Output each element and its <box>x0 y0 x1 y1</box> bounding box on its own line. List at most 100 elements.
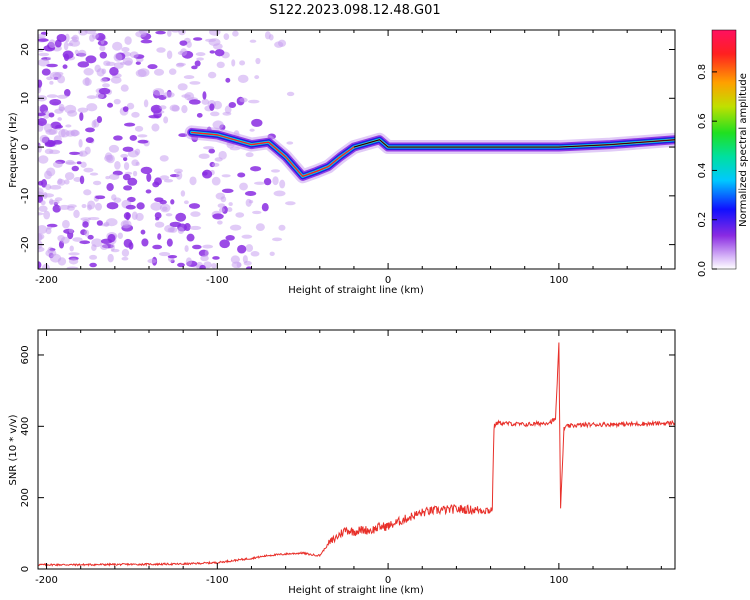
spectrogram-noise-blob <box>191 65 198 70</box>
spectrogram-noise-blob <box>155 30 166 35</box>
spectrogram-noise-blob <box>165 213 173 217</box>
spectrogram-noise-blob <box>239 97 248 103</box>
spectrogram-noise-blob <box>100 244 109 251</box>
spectrogram-noise-blob <box>49 98 62 106</box>
spectrogram-noise-blob <box>121 256 129 261</box>
spectrogram-noise-blob <box>95 92 105 99</box>
spectrogram-noise-blob <box>218 150 227 160</box>
spectrogram-noise-blob <box>236 262 242 268</box>
spectrogram-noise-blob <box>120 84 129 92</box>
snr-plot-area <box>38 330 675 569</box>
spectrogram-noise-blob <box>235 212 245 218</box>
spectrogram-noise-blob <box>175 62 185 68</box>
spectrogram-noise-blob <box>221 174 231 178</box>
spectrogram-noise-blob <box>106 183 114 192</box>
spectrogram-noise-blob <box>268 34 274 41</box>
spectrogram-noise-blob <box>272 176 279 186</box>
spectrogram-noise-blob <box>98 87 111 95</box>
spectrogram-noise-blob <box>150 202 162 211</box>
spectrogram-noise-blob <box>237 172 246 178</box>
spectrogram-noise-blob <box>106 202 119 210</box>
spectrogram-x-label: Height of straight line (km) <box>288 285 424 296</box>
spectrogram-x-ticks: -200 -100 0 100 <box>35 30 662 286</box>
spectrogram-frame <box>37 29 676 270</box>
spectrogram-noise-blob <box>129 51 139 59</box>
spectrogram-noise-blob <box>186 40 192 48</box>
snr-frame <box>37 329 676 570</box>
snr-x-tick-label: 0 <box>385 575 391 586</box>
spectrogram-noise-blob <box>38 112 46 116</box>
spectrogram-noise-blob <box>225 77 231 83</box>
spectrogram-noise-blob <box>71 165 79 172</box>
spectrogram-noise-blob <box>196 57 204 61</box>
spectrogram-noise-blob <box>136 202 145 210</box>
spectrogram-noise-blob <box>184 223 191 232</box>
spectrogram-noise-blob <box>107 253 114 263</box>
spectrogram-noise-blob <box>50 121 62 130</box>
spectrogram-noise-blob <box>226 207 233 212</box>
snr-x-label: Height of straight line (km) <box>288 585 424 596</box>
spectrogram-noise-blob <box>107 102 114 108</box>
spectrogram-noise-blob <box>117 232 123 239</box>
spectrogram-noise-blob <box>49 80 54 85</box>
spectrogram-noise-blob <box>205 38 216 42</box>
spectrogram-noise-blob <box>231 59 236 67</box>
spectrogram-noise-blob <box>38 118 47 126</box>
spectrogram-noise-blob <box>48 39 56 49</box>
spectrogram-noise-blob <box>232 30 239 37</box>
spectrogram-noise-blob <box>49 198 54 206</box>
spectrogram-noise-blob <box>68 258 79 265</box>
spectrogram-noise-blob <box>168 68 177 75</box>
spectrogram-noise-blob <box>100 78 108 83</box>
spectrogram-noise-blob <box>229 224 242 231</box>
spectrogram-noise-blob <box>40 200 46 206</box>
spectrogram-noise-blob <box>54 39 62 48</box>
spectrogram-noise-blob <box>46 56 52 61</box>
spectrogram-noise-blob <box>150 104 162 114</box>
spectrogram-noise-blob <box>186 233 195 242</box>
spectrogram-noise-blob <box>163 178 174 183</box>
spectrogram-noise-blob <box>38 58 50 67</box>
snr-x-tick-label: -200 <box>35 575 58 586</box>
spectrogram-noise-blob <box>272 237 283 242</box>
spectrogram-noise-blob <box>211 263 217 269</box>
spectrogram-noise-blob <box>170 199 175 205</box>
spectrogram-noise-blob <box>122 220 129 227</box>
spectrogram-noise-blob <box>113 197 122 203</box>
spectrogram-noise-blob <box>120 153 129 159</box>
spectrogram-noise-blob <box>101 68 107 75</box>
spectrogram-noise-blob <box>39 134 49 144</box>
spectrogram-noise-blob <box>91 238 103 248</box>
spectrogram-noise-blob <box>38 38 49 42</box>
spectrogram-noise-blob <box>87 234 94 240</box>
spectrogram-noise-blob <box>125 204 136 210</box>
spectrogram-noise-blob <box>41 263 50 269</box>
spectrogram-noise-blob <box>211 162 220 167</box>
spectrogram-noise-blob <box>96 115 103 124</box>
spectrogram-noise-blob <box>209 50 216 54</box>
spectrogram-noise-blob <box>219 239 230 249</box>
spectrogram-noise-blob <box>140 39 153 44</box>
spectrogram-noise-blob <box>38 212 44 216</box>
spectrogram-noise-blob <box>85 127 95 133</box>
snr-series-line <box>38 342 675 567</box>
spectrogram-noise-blob <box>45 183 52 191</box>
spectrogram-noise-blob <box>110 248 120 253</box>
spectrogram-noise-blob <box>151 123 160 132</box>
spectrogram-noise-blob <box>177 83 188 91</box>
spectrogram-noise-blob <box>223 33 230 41</box>
spectrogram-noise-blob <box>38 233 43 242</box>
spectrogram-x-tick-label: 100 <box>549 275 568 286</box>
spectrogram-noise-blob <box>145 189 152 194</box>
spectrogram-noise-blob <box>188 203 201 209</box>
spectrogram-noise-blob <box>77 49 87 58</box>
spectrogram-noise-blob <box>157 233 162 240</box>
spectrogram-noise-blob <box>38 48 44 53</box>
spectrogram-y-tick-label: 20 <box>20 43 31 56</box>
spectrogram-noise-blob <box>237 244 247 254</box>
spectrogram-noise-blob <box>170 30 180 33</box>
spectrogram-noise-blob <box>46 63 58 68</box>
spectrogram-noise-blob <box>243 260 252 266</box>
